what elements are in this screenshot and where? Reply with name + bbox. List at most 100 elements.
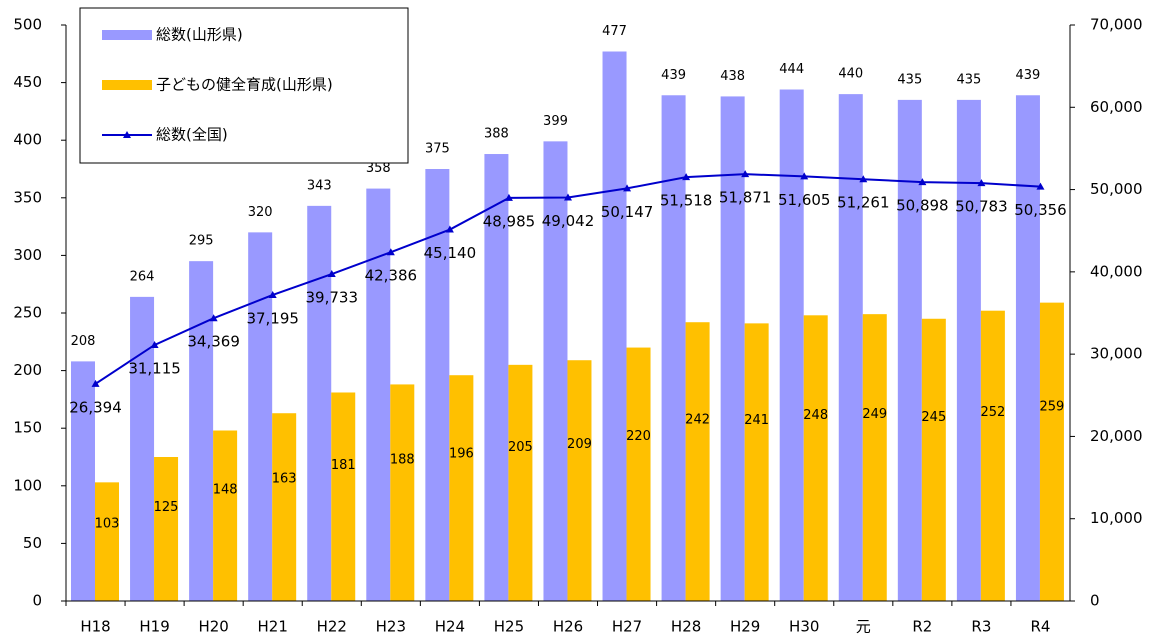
value-label: 320: [248, 205, 273, 220]
x-tick-label: H23: [376, 618, 406, 635]
y2-tick-label: 0: [1090, 592, 1100, 610]
value-label: 477: [602, 24, 627, 39]
value-label: 444: [779, 62, 804, 77]
line-label: 50,356: [1014, 201, 1067, 219]
line-label: 51,518: [660, 192, 713, 210]
line-label: 37,195: [246, 309, 299, 327]
value-label: 208: [71, 334, 96, 349]
bar: [248, 232, 273, 602]
line-label: 39,733: [306, 289, 359, 307]
value-label: 188: [390, 453, 415, 468]
x-tick-label: H21: [258, 618, 288, 635]
value-label: 103: [95, 516, 120, 531]
bar: [154, 457, 179, 601]
value-label: 242: [685, 412, 710, 427]
value-label: 181: [331, 458, 356, 473]
marker: [918, 178, 927, 186]
value-label: 295: [189, 234, 214, 249]
line-label: 50,783: [955, 198, 1008, 216]
legend-label: 子どもの健全育成(山形県): [156, 76, 333, 94]
bar: [567, 360, 592, 601]
bar: [449, 375, 474, 601]
marker: [623, 184, 632, 192]
bar: [543, 141, 568, 602]
legend-label: 総数(全国): [156, 126, 228, 144]
line-label: 50,147: [601, 203, 654, 221]
line-label: 50,898: [896, 197, 949, 215]
x-tick-label: H28: [671, 618, 701, 635]
marker: [800, 172, 809, 180]
y2-tick-label: 60,000: [1090, 98, 1143, 116]
line-label: 51,871: [719, 189, 772, 207]
x-tick-label: 元: [856, 618, 871, 635]
y-tick-label: 200: [13, 361, 42, 379]
bar: [366, 188, 391, 602]
marker: [209, 314, 218, 322]
value-label: 264: [130, 269, 155, 284]
x-tick-label: H18: [80, 618, 110, 635]
marker: [91, 379, 100, 387]
marker: [741, 170, 750, 178]
marker: [859, 175, 868, 183]
value-label: 435: [897, 72, 922, 87]
x-tick-label: H27: [612, 618, 642, 635]
bar: [720, 96, 745, 601]
bar: [1015, 95, 1040, 601]
value-label: 399: [543, 114, 568, 129]
bar: [921, 318, 946, 601]
y2-tick-label: 40,000: [1090, 262, 1143, 280]
bar: [95, 482, 119, 601]
y2-tick-label: 10,000: [1090, 509, 1143, 527]
bar: [189, 261, 214, 601]
value-label: 148: [213, 483, 238, 498]
bar: [661, 95, 686, 601]
bar: [862, 314, 887, 601]
bar: [897, 99, 922, 601]
bar: [130, 296, 155, 601]
value-label: 375: [425, 142, 450, 157]
x-tick-label: R4: [1030, 618, 1050, 635]
marker: [564, 193, 572, 201]
line-label: 51,605: [778, 191, 831, 209]
line-label: 42,386: [365, 267, 418, 285]
legend-swatch: [102, 30, 152, 40]
value-label: 249: [862, 407, 887, 422]
value-label: 388: [484, 127, 509, 142]
y2-tick-label: 70,000: [1090, 16, 1143, 34]
x-tick-label: H26: [553, 618, 583, 635]
value-label: 358: [366, 161, 391, 176]
bar: [307, 205, 332, 601]
value-label: 196: [449, 447, 474, 462]
value-label: 438: [720, 69, 745, 84]
y2-tick-label: 30,000: [1090, 345, 1143, 363]
marker: [268, 290, 277, 298]
y-tick-label: 350: [13, 188, 42, 206]
line-label: 34,369: [187, 333, 240, 351]
value-label: 241: [744, 413, 769, 428]
value-label: 205: [508, 440, 533, 455]
value-label: 435: [956, 72, 981, 87]
bar: [602, 51, 627, 602]
y-tick-label: 150: [13, 419, 42, 437]
x-tick-label: R2: [912, 618, 932, 635]
line-label: 31,115: [128, 359, 181, 377]
bar: [484, 154, 509, 602]
marker: [1036, 182, 1045, 190]
legend-swatch: [102, 80, 152, 90]
x-tick-label: H20: [198, 618, 228, 635]
value-label: 259: [1040, 400, 1065, 415]
y2-tick-label: 50,000: [1090, 180, 1143, 198]
y2-tick-label: 20,000: [1090, 427, 1143, 445]
bar: [331, 392, 356, 601]
value-label: 248: [803, 408, 828, 423]
y-tick-label: 450: [13, 73, 42, 91]
value-label: 209: [567, 437, 592, 452]
marker: [327, 270, 336, 278]
y-tick-label: 50: [23, 534, 42, 552]
x-tick-label: H22: [317, 618, 347, 635]
legend-label: 総数(山形県): [156, 26, 243, 44]
value-label: 220: [626, 429, 651, 444]
bar: [685, 322, 710, 601]
bar: [838, 94, 863, 602]
